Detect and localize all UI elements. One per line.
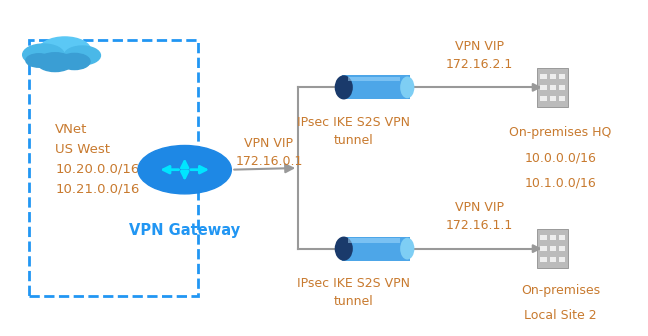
FancyBboxPatch shape bbox=[550, 85, 556, 90]
Circle shape bbox=[37, 53, 73, 72]
FancyBboxPatch shape bbox=[550, 257, 556, 262]
Text: VNet
US West
10.20.0.0/16
10.21.0.0/16: VNet US West 10.20.0.0/16 10.21.0.0/16 bbox=[55, 123, 139, 196]
Circle shape bbox=[39, 37, 91, 64]
FancyBboxPatch shape bbox=[537, 68, 568, 107]
FancyBboxPatch shape bbox=[540, 235, 546, 240]
Text: Local Site 2: Local Site 2 bbox=[524, 309, 597, 322]
Ellipse shape bbox=[334, 75, 353, 99]
FancyBboxPatch shape bbox=[342, 237, 410, 261]
FancyBboxPatch shape bbox=[559, 257, 565, 262]
FancyBboxPatch shape bbox=[550, 246, 556, 251]
FancyBboxPatch shape bbox=[559, 96, 565, 101]
Ellipse shape bbox=[334, 237, 353, 261]
Text: 10.2.0.0/16: 10.2.0.0/16 bbox=[525, 334, 596, 336]
FancyBboxPatch shape bbox=[559, 85, 565, 90]
FancyBboxPatch shape bbox=[540, 96, 546, 101]
FancyBboxPatch shape bbox=[550, 74, 556, 79]
FancyBboxPatch shape bbox=[550, 235, 556, 240]
Circle shape bbox=[26, 54, 52, 67]
Circle shape bbox=[64, 46, 100, 65]
Text: On-premises: On-premises bbox=[521, 284, 600, 297]
FancyBboxPatch shape bbox=[550, 96, 556, 101]
Text: VPN VIP
172.16.2.1: VPN VIP 172.16.2.1 bbox=[446, 40, 513, 71]
Text: On-premises HQ: On-premises HQ bbox=[509, 126, 612, 139]
Text: 10.0.0.0/16: 10.0.0.0/16 bbox=[525, 151, 596, 164]
Text: VPN Gateway: VPN Gateway bbox=[129, 223, 240, 239]
Text: IPsec IKE S2S VPN
tunnel: IPsec IKE S2S VPN tunnel bbox=[297, 116, 410, 147]
FancyBboxPatch shape bbox=[540, 74, 546, 79]
FancyBboxPatch shape bbox=[537, 229, 568, 268]
Text: VPN VIP
172.16.1.1: VPN VIP 172.16.1.1 bbox=[446, 201, 513, 232]
FancyBboxPatch shape bbox=[349, 77, 400, 81]
FancyBboxPatch shape bbox=[342, 75, 410, 99]
Circle shape bbox=[138, 145, 231, 194]
Circle shape bbox=[23, 44, 64, 66]
Ellipse shape bbox=[400, 77, 414, 98]
FancyBboxPatch shape bbox=[349, 238, 400, 243]
FancyBboxPatch shape bbox=[559, 74, 565, 79]
Text: 10.1.0.0/16: 10.1.0.0/16 bbox=[525, 176, 596, 190]
Ellipse shape bbox=[400, 238, 414, 259]
Text: IPsec IKE S2S VPN
tunnel: IPsec IKE S2S VPN tunnel bbox=[297, 277, 410, 308]
FancyBboxPatch shape bbox=[540, 85, 546, 90]
FancyBboxPatch shape bbox=[559, 246, 565, 251]
Text: VPN VIP
172.16.0.1: VPN VIP 172.16.0.1 bbox=[235, 137, 303, 168]
Circle shape bbox=[59, 53, 90, 70]
FancyBboxPatch shape bbox=[540, 246, 546, 251]
FancyBboxPatch shape bbox=[540, 257, 546, 262]
FancyBboxPatch shape bbox=[559, 235, 565, 240]
